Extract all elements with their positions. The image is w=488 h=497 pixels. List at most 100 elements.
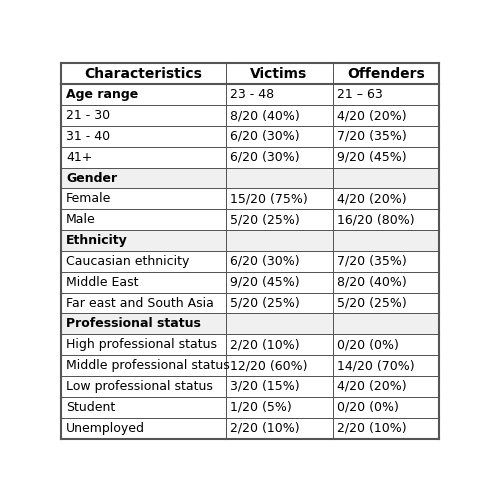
Bar: [61, 272, 225, 293]
Bar: [332, 334, 439, 355]
Text: 21 - 30: 21 - 30: [66, 109, 110, 122]
Bar: [332, 272, 439, 293]
Text: Age range: Age range: [66, 88, 138, 101]
Text: 9/20 (45%): 9/20 (45%): [230, 276, 300, 289]
Text: Ethnicity: Ethnicity: [66, 234, 128, 247]
Bar: [225, 188, 332, 209]
Bar: [332, 314, 439, 334]
Bar: [225, 147, 332, 167]
Bar: [225, 251, 332, 272]
Text: 31 - 40: 31 - 40: [66, 130, 110, 143]
Bar: [61, 147, 225, 167]
Text: Gender: Gender: [66, 171, 117, 184]
Bar: [332, 84, 439, 105]
Bar: [225, 355, 332, 376]
Bar: [332, 293, 439, 314]
Text: 6/20 (30%): 6/20 (30%): [230, 130, 300, 143]
Bar: [225, 334, 332, 355]
Text: Victims: Victims: [250, 67, 307, 81]
Bar: [332, 209, 439, 230]
Text: Professional status: Professional status: [66, 318, 201, 331]
Bar: [61, 293, 225, 314]
Text: Low professional status: Low professional status: [66, 380, 213, 393]
Bar: [332, 64, 439, 84]
Text: 4/20 (20%): 4/20 (20%): [338, 380, 407, 393]
Bar: [225, 167, 332, 188]
Bar: [225, 105, 332, 126]
Bar: [61, 251, 225, 272]
Bar: [61, 334, 225, 355]
Text: Student: Student: [66, 401, 115, 414]
Bar: [61, 376, 225, 397]
Text: 8/20 (40%): 8/20 (40%): [338, 276, 407, 289]
Bar: [332, 188, 439, 209]
Bar: [332, 417, 439, 438]
Bar: [225, 397, 332, 417]
Text: Caucasian ethnicity: Caucasian ethnicity: [66, 255, 189, 268]
Bar: [225, 64, 332, 84]
Text: 7/20 (35%): 7/20 (35%): [338, 255, 407, 268]
Text: 3/20 (15%): 3/20 (15%): [230, 380, 300, 393]
Bar: [332, 230, 439, 251]
Bar: [61, 167, 225, 188]
Text: 0/20 (0%): 0/20 (0%): [338, 401, 399, 414]
Bar: [225, 230, 332, 251]
Text: 41+: 41+: [66, 151, 92, 164]
Text: 16/20 (80%): 16/20 (80%): [338, 213, 415, 226]
Bar: [225, 126, 332, 147]
Bar: [332, 397, 439, 417]
Text: 15/20 (75%): 15/20 (75%): [230, 192, 308, 205]
Bar: [61, 188, 225, 209]
Bar: [61, 126, 225, 147]
Bar: [332, 167, 439, 188]
Bar: [332, 251, 439, 272]
Bar: [225, 376, 332, 397]
Text: 21 – 63: 21 – 63: [338, 88, 383, 101]
Text: 14/20 (70%): 14/20 (70%): [338, 359, 415, 372]
Text: 12/20 (60%): 12/20 (60%): [230, 359, 308, 372]
Bar: [61, 417, 225, 438]
Bar: [225, 293, 332, 314]
Bar: [332, 355, 439, 376]
Text: Characteristics: Characteristics: [84, 67, 202, 81]
Text: 8/20 (40%): 8/20 (40%): [230, 109, 300, 122]
Text: 5/20 (25%): 5/20 (25%): [338, 297, 407, 310]
Bar: [225, 84, 332, 105]
Text: Female: Female: [66, 192, 111, 205]
Text: Middle professional status: Middle professional status: [66, 359, 230, 372]
Text: 4/20 (20%): 4/20 (20%): [338, 192, 407, 205]
Bar: [332, 147, 439, 167]
Text: 5/20 (25%): 5/20 (25%): [230, 297, 300, 310]
Text: 0/20 (0%): 0/20 (0%): [338, 338, 399, 351]
Bar: [61, 209, 225, 230]
Text: Offenders: Offenders: [347, 67, 425, 81]
Bar: [332, 105, 439, 126]
Text: 6/20 (30%): 6/20 (30%): [230, 151, 300, 164]
Bar: [61, 230, 225, 251]
Bar: [61, 397, 225, 417]
Bar: [225, 314, 332, 334]
Text: High professional status: High professional status: [66, 338, 217, 351]
Text: 2/20 (10%): 2/20 (10%): [338, 421, 407, 434]
Text: Male: Male: [66, 213, 96, 226]
Bar: [332, 126, 439, 147]
Bar: [225, 209, 332, 230]
Bar: [61, 64, 225, 84]
Text: 23 - 48: 23 - 48: [230, 88, 275, 101]
Bar: [225, 272, 332, 293]
Text: Far east and South Asia: Far east and South Asia: [66, 297, 214, 310]
Bar: [61, 355, 225, 376]
Bar: [61, 84, 225, 105]
Text: 7/20 (35%): 7/20 (35%): [338, 130, 407, 143]
Text: Middle East: Middle East: [66, 276, 139, 289]
Text: 2/20 (10%): 2/20 (10%): [230, 338, 300, 351]
Text: 4/20 (20%): 4/20 (20%): [338, 109, 407, 122]
Text: 9/20 (45%): 9/20 (45%): [338, 151, 407, 164]
Text: 5/20 (25%): 5/20 (25%): [230, 213, 300, 226]
Text: Unemployed: Unemployed: [66, 421, 145, 434]
Bar: [332, 376, 439, 397]
Text: 6/20 (30%): 6/20 (30%): [230, 255, 300, 268]
Bar: [225, 417, 332, 438]
Text: 2/20 (10%): 2/20 (10%): [230, 421, 300, 434]
Text: 1/20 (5%): 1/20 (5%): [230, 401, 292, 414]
